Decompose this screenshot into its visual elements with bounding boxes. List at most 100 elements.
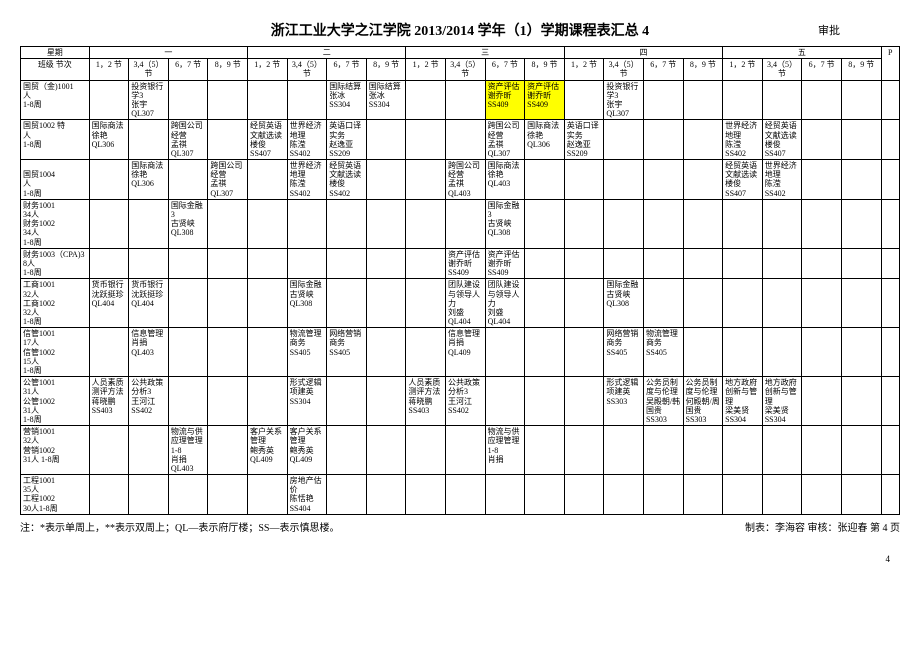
schedule-cell <box>762 80 802 120</box>
schedule-cell <box>564 279 604 328</box>
schedule-cell <box>841 279 881 328</box>
class-cell: 工商1001 32人 工商1002 32人 1-8周 <box>21 279 90 328</box>
schedule-cell <box>841 80 881 120</box>
class-period-header: 班级 节次 <box>21 59 90 80</box>
period-header: 8，9 节 <box>208 59 248 80</box>
schedule-cell: 跨国公司经营 孟祺 QL307 <box>168 120 208 160</box>
footer-note: 注：*表示单周上，**表示双周上；QL—表示府厅楼；SS—表示慎思楼。 <box>20 519 339 534</box>
schedule-cell <box>366 475 406 515</box>
period-header: 1，2 节 <box>89 59 129 80</box>
page-title: 浙江工业大学之江学院 2013/2014 学年（1）学期课程表汇总 4 <box>271 20 649 40</box>
schedule-cell <box>366 426 406 475</box>
schedule-cell <box>89 199 129 248</box>
table-row: 财务1003（CPA)38人 1-8周资产评估 谢乔昕 SS409资产评估 谢乔… <box>21 248 900 279</box>
schedule-cell <box>406 80 446 120</box>
schedule-cell <box>366 120 406 160</box>
schedule-cell: 形式逻辑 项建英 SS304 <box>287 377 327 426</box>
schedule-cell <box>683 248 723 279</box>
period-header: 1，2 节 <box>406 59 446 80</box>
schedule-cell: 地方政府创新与管理 梁美贤 SS304 <box>723 377 763 426</box>
schedule-cell <box>327 475 367 515</box>
schedule-cell <box>129 248 169 279</box>
schedule-cell <box>683 80 723 120</box>
schedule-cell <box>327 377 367 426</box>
p-cell <box>881 426 900 475</box>
schedule-cell <box>248 475 288 515</box>
schedule-cell <box>406 160 446 200</box>
schedule-cell: 公务员制度与伦理 吴殿朝/韩国贵 SS303 <box>643 377 683 426</box>
schedule-cell <box>723 426 763 475</box>
schedule-cell: 经贸英语文献选读 楼俊 SS407 <box>723 160 763 200</box>
table-row: 国贸（金)1001 人 1-8周投资银行学3 张宇 QL307国际结算 张冰 S… <box>21 80 900 120</box>
schedule-cell <box>248 199 288 248</box>
schedule-cell <box>802 426 842 475</box>
schedule-cell <box>208 328 248 377</box>
schedule-cell <box>643 248 683 279</box>
schedule-cell: 客户关系管理 鲍秀英 QL409 <box>248 426 288 475</box>
table-row: 工商1001 32人 工商1002 32人 1-8周货币银行 沈跃挺珍 QL40… <box>21 279 900 328</box>
schedule-cell <box>643 160 683 200</box>
schedule-cell <box>327 426 367 475</box>
schedule-cell: 物流与供应理管理1-8 肖捐 <box>485 426 525 475</box>
schedule-cell: 客户关系管理 鲍秀英 QL409 <box>287 426 327 475</box>
p-cell <box>881 377 900 426</box>
schedule-cell <box>762 279 802 328</box>
schedule-cell <box>208 248 248 279</box>
p-cell <box>881 199 900 248</box>
period-header: 3,4（5）节 <box>287 59 327 80</box>
schedule-cell <box>762 199 802 248</box>
schedule-cell <box>366 377 406 426</box>
schedule-cell <box>683 426 723 475</box>
schedule-cell <box>248 279 288 328</box>
schedule-cell: 公共政策分析3 王河江 SS402 <box>129 377 169 426</box>
schedule-cell: 货币银行 沈跃挺珍 QL404 <box>129 279 169 328</box>
schedule-cell: 房地产估价 陈恬艳 SS404 <box>287 475 327 515</box>
schedule-cell <box>564 328 604 377</box>
p-cell <box>881 80 900 120</box>
schedule-cell <box>208 199 248 248</box>
schedule-cell: 经贸英语文献选读 楼俊 SS407 <box>248 120 288 160</box>
p-cell <box>881 279 900 328</box>
schedule-cell <box>564 426 604 475</box>
schedule-cell <box>248 80 288 120</box>
class-cell: 国贸1002 特 人 1-8周 <box>21 120 90 160</box>
schedule-cell <box>445 80 485 120</box>
schedule-cell <box>564 248 604 279</box>
schedule-cell <box>841 199 881 248</box>
class-cell: 工程1001 35人 工程1002 30人1-8周 <box>21 475 90 515</box>
schedule-cell <box>802 328 842 377</box>
schedule-cell <box>327 199 367 248</box>
schedule-cell <box>445 475 485 515</box>
class-cell: 公管1001 31人 公管1002 31人 1-8周 <box>21 377 90 426</box>
schedule-cell: 国际金融3 古贤峡 QL308 <box>485 199 525 248</box>
schedule-cell <box>168 279 208 328</box>
schedule-cell: 团队建设与领导人力 刘盛 QL404 <box>445 279 485 328</box>
schedule-cell <box>525 426 565 475</box>
schedule-cell <box>604 120 644 160</box>
schedule-cell <box>406 248 446 279</box>
period-header: 1，2 节 <box>723 59 763 80</box>
p-cell <box>881 160 900 200</box>
schedule-cell <box>89 426 129 475</box>
schedule-cell: 英语口译实务 赵逸亚 SS209 <box>564 120 604 160</box>
schedule-cell <box>643 426 683 475</box>
schedule-cell <box>208 120 248 160</box>
period-header: 1，2 节 <box>248 59 288 80</box>
schedule-cell: 国际金融3 古贤峡 QL308 <box>168 199 208 248</box>
schedule-cell: 资产评估 谢乔昕 SS409 <box>525 80 565 120</box>
schedule-cell <box>366 199 406 248</box>
schedule-cell <box>723 279 763 328</box>
schedule-cell <box>248 160 288 200</box>
schedule-cell <box>129 199 169 248</box>
schedule-cell <box>406 279 446 328</box>
schedule-cell <box>683 328 723 377</box>
schedule-cell <box>525 199 565 248</box>
day-col: 五 <box>723 47 881 59</box>
schedule-cell <box>248 328 288 377</box>
period-header: 3,4（5）节 <box>445 59 485 80</box>
day-col: 三 <box>406 47 564 59</box>
schedule-cell <box>525 328 565 377</box>
class-cell: 财务1001 34人 财务1002 34人 1-8周 <box>21 199 90 248</box>
schedule-cell <box>564 160 604 200</box>
schedule-cell: 世界经济地理 陈滢 SS402 <box>287 160 327 200</box>
